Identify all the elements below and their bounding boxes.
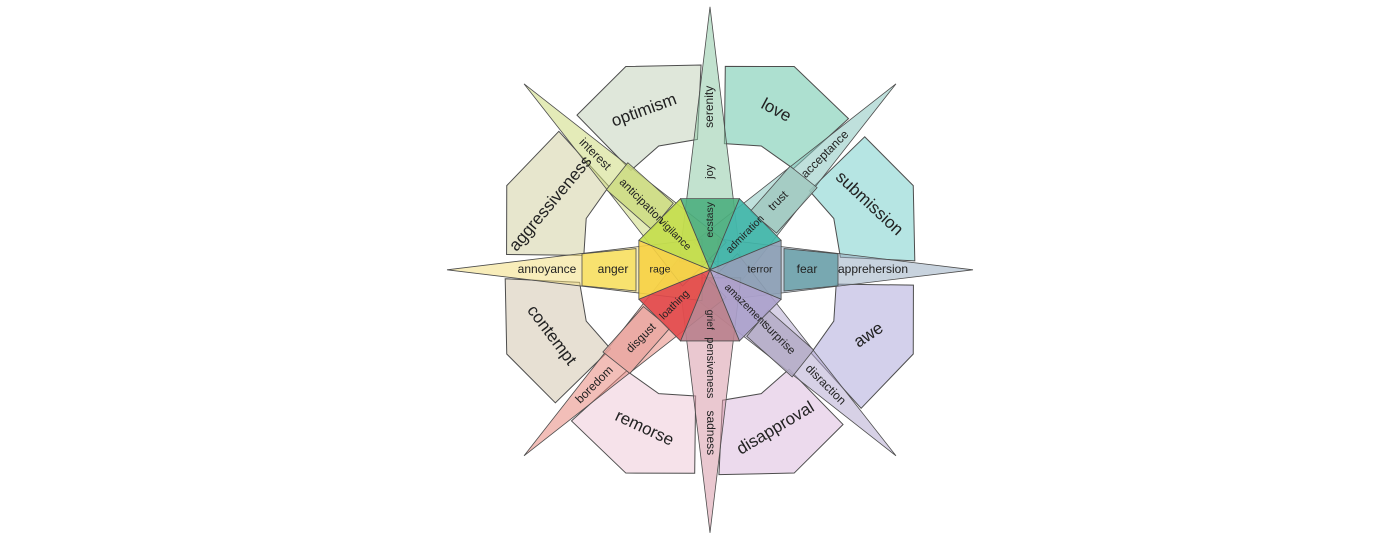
svg-text:anger: anger — [598, 262, 629, 276]
svg-text:joy: joy — [704, 164, 716, 180]
svg-text:grief: grief — [704, 310, 716, 331]
svg-text:ecstasy: ecstasy — [704, 201, 716, 237]
svg-text:serenity: serenity — [702, 86, 716, 128]
svg-text:sadness: sadness — [704, 410, 718, 455]
svg-text:terror: terror — [747, 264, 773, 276]
svg-text:fear: fear — [797, 262, 818, 276]
svg-text:rage: rage — [649, 264, 670, 276]
svg-text:annoyance: annoyance — [518, 262, 577, 276]
svg-text:apprehersion: apprehersion — [838, 262, 908, 276]
svg-text:pensiveness: pensiveness — [704, 337, 716, 399]
